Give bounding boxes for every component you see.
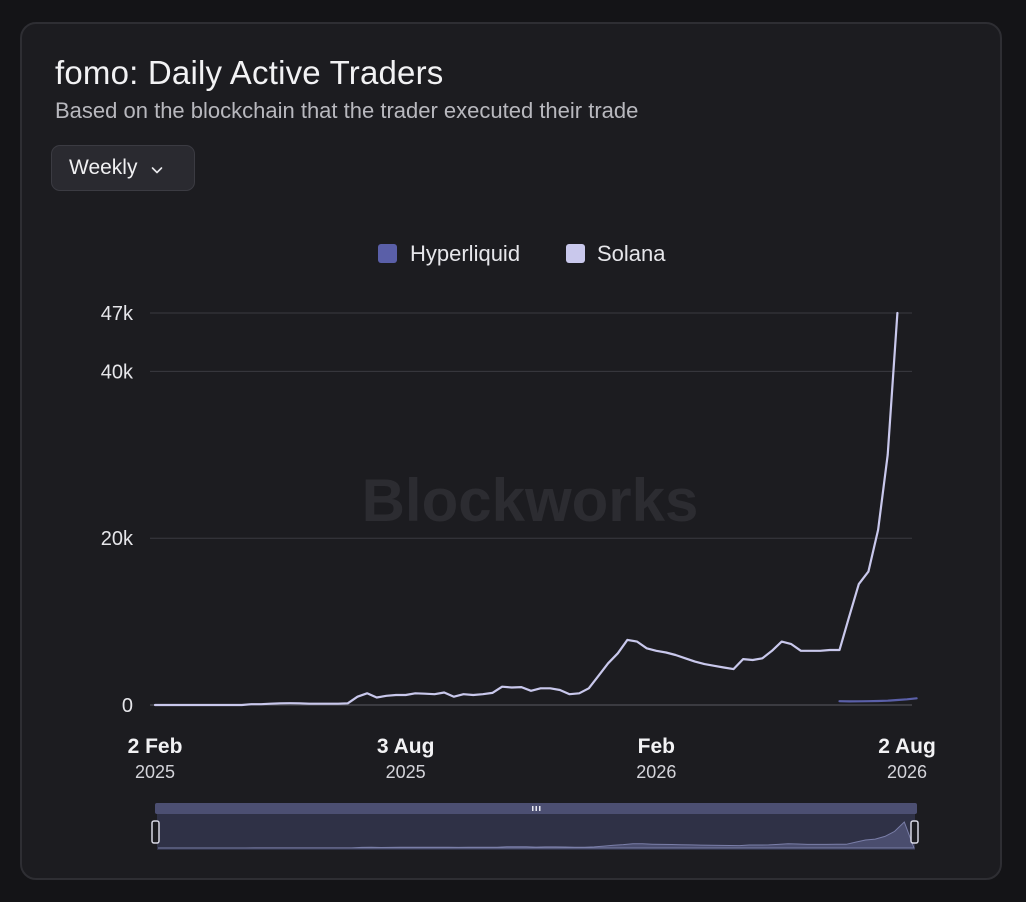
x-tick-label: 2 Feb: [128, 735, 183, 758]
x-tick-year: 2026: [887, 762, 927, 782]
x-tick-year: 2025: [386, 762, 426, 782]
legend-item-solana[interactable]: Solana: [566, 241, 666, 266]
chart-subtitle: Based on the blockchain that the trader …: [55, 98, 639, 123]
x-tick-label: 3 Aug: [377, 735, 435, 758]
x-tick-label: 2 Aug: [878, 735, 936, 758]
x-tick-label: Feb: [638, 735, 675, 758]
interval-dropdown[interactable]: Weekly: [51, 145, 195, 191]
y-tick-label: 20k: [101, 528, 134, 550]
y-tick-label: 0: [122, 695, 133, 717]
legend: Hyperliquid Solana: [378, 241, 666, 266]
grid: [150, 312, 912, 706]
chart-title: fomo: Daily Active Traders: [55, 54, 444, 91]
chart-card: fomo: Daily Active Traders Based on the …: [20, 22, 1002, 880]
legend-label-hyperliquid: Hyperliquid: [410, 241, 520, 266]
navigator-grip-icon: [532, 806, 541, 811]
series-line-hyperliquid: [838, 697, 918, 703]
y-axis: 0 20k 40k 47k: [101, 303, 134, 717]
series-line-solana: [153, 311, 899, 707]
interval-dropdown-label: Weekly: [69, 156, 138, 179]
x-tick-year: 2026: [636, 762, 676, 782]
navigator-left-handle[interactable]: [151, 820, 160, 844]
range-navigator[interactable]: [151, 803, 919, 850]
series-group: [153, 311, 918, 707]
navigator-area: [158, 821, 915, 849]
legend-swatch-hyperliquid: [378, 244, 397, 263]
watermark-text: Blockworks: [362, 467, 699, 534]
navigator-right-handle[interactable]: [910, 820, 919, 844]
x-axis: 2 Feb 2025 3 Aug 2025 Feb 2026 2 Aug 2026: [128, 735, 936, 782]
legend-item-hyperliquid[interactable]: Hyperliquid: [378, 241, 520, 266]
y-tick-label: 40k: [101, 361, 134, 383]
x-tick-year: 2025: [135, 762, 175, 782]
chevron-down-icon: [149, 160, 165, 176]
legend-swatch-solana: [566, 244, 585, 263]
legend-label-solana: Solana: [597, 241, 666, 266]
y-tick-label: 47k: [101, 303, 134, 325]
